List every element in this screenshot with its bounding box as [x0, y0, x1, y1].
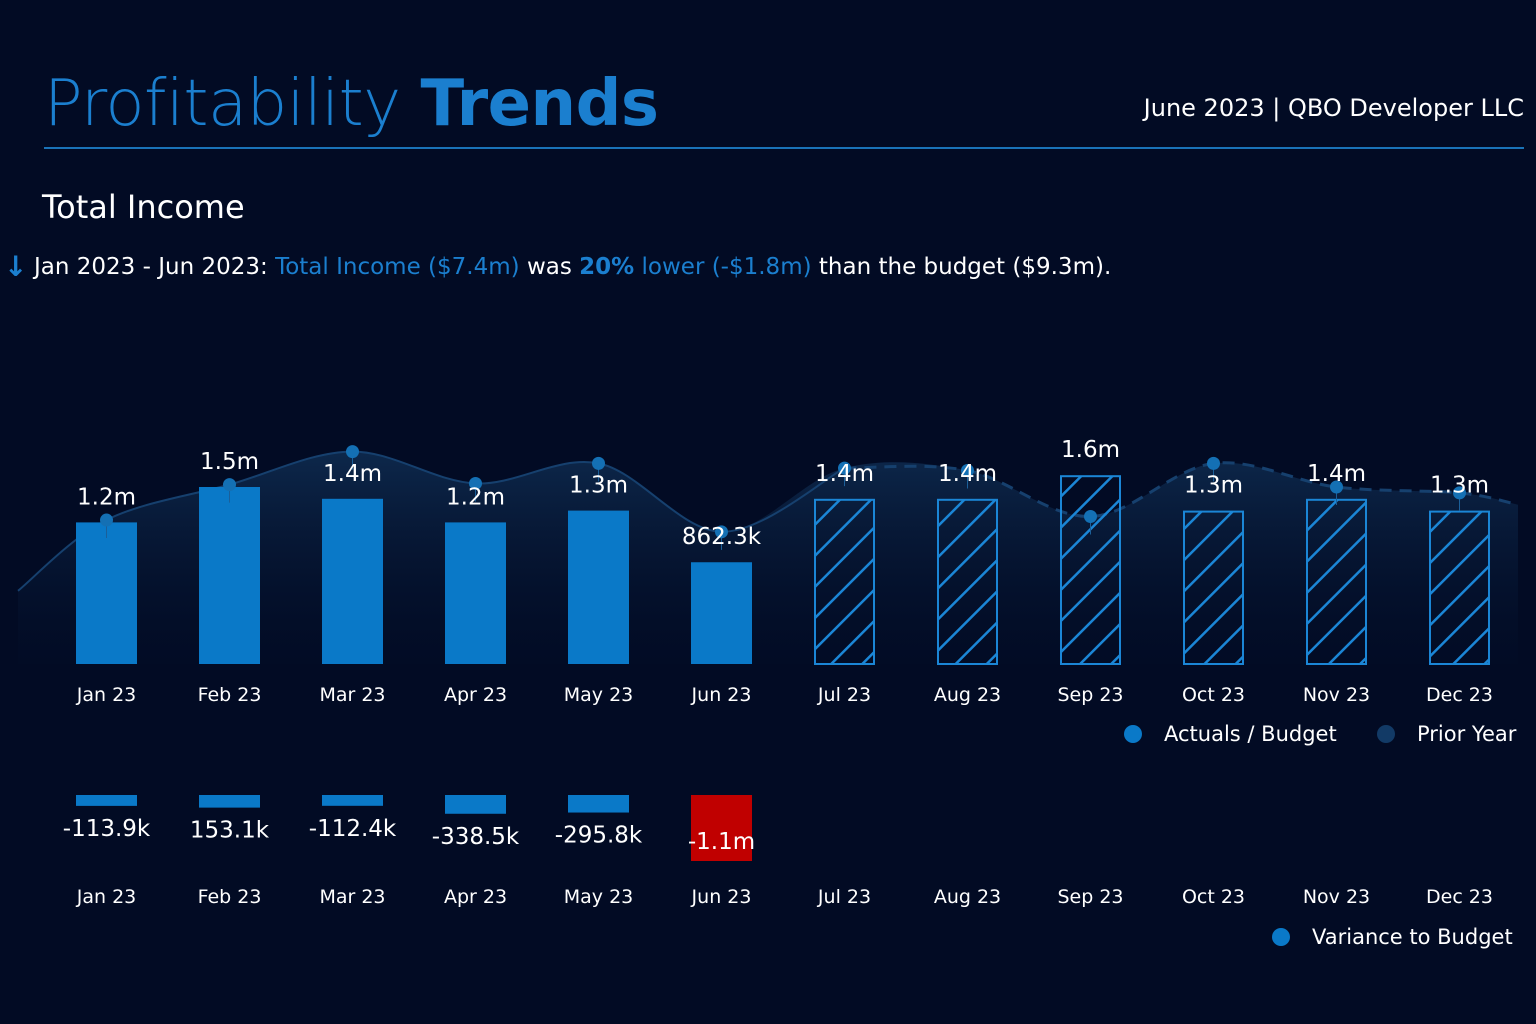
- income-value-label-2: 1.5m: [200, 449, 259, 475]
- income-category-label-3: Mar 23: [319, 684, 385, 706]
- prior-year-point-10: [1207, 456, 1220, 470]
- income-category-label-5: May 23: [564, 684, 634, 706]
- income-category-label-4: Apr 23: [444, 684, 507, 706]
- income-category-label-2: Feb 23: [198, 684, 262, 706]
- variance-value-label-1: -113.9k: [63, 816, 151, 842]
- income-category-label-11: Nov 23: [1303, 684, 1370, 706]
- income-bar-1: [76, 522, 137, 664]
- variance-value-label-5: -295.8k: [555, 823, 643, 849]
- legend-actuals-label: Actuals / Budget: [1164, 722, 1337, 746]
- budget-bar-10: [1183, 510, 1244, 665]
- summary-rest: than the budget ($9.3m).: [818, 253, 1112, 280]
- variance-category-label-9: Sep 23: [1057, 886, 1123, 908]
- variance-value-label-4: -338.5k: [432, 824, 520, 850]
- income-category-label-10: Oct 23: [1182, 684, 1245, 706]
- variance-category-label-1: Jan 23: [76, 886, 137, 908]
- prior-year-point-2: [223, 478, 236, 492]
- income-value-label-5: 1.3m: [569, 473, 628, 499]
- variance-value-label-2: 153.1k: [190, 818, 270, 844]
- prior-year-point-4: [469, 476, 482, 490]
- income-category-label-1: Jan 23: [76, 684, 137, 706]
- prior-year-point-1: [100, 513, 113, 527]
- income-value-label-1: 1.2m: [77, 484, 136, 510]
- legend-prior-year-dot: [1377, 725, 1395, 743]
- variance-category-label-7: Jul 23: [817, 886, 871, 908]
- income-value-label-7: 1.4m: [815, 461, 874, 487]
- variance-bar-2: [199, 795, 260, 808]
- budget-bar-12: [1429, 510, 1490, 665]
- income-category-label-7: Jul 23: [817, 684, 871, 706]
- variance-category-label-2: Feb 23: [198, 886, 262, 908]
- variance-category-label-6: Jun 23: [691, 886, 752, 908]
- variance-category-label-8: Aug 23: [934, 886, 1001, 908]
- income-bar-6: [691, 562, 752, 664]
- legend-actuals-dot: [1124, 725, 1142, 743]
- income-bar-2: [199, 487, 260, 664]
- income-value-label-4: 1.2m: [446, 484, 505, 510]
- legend-actuals-budget: Actuals / Budget: [1124, 722, 1337, 746]
- budget-bar-7: [814, 498, 875, 665]
- income-value-label-9: 1.6m: [1061, 437, 1120, 463]
- legend-variance-dot: [1272, 928, 1290, 946]
- header-divider: [44, 147, 1524, 149]
- variance-category-label-4: Apr 23: [444, 886, 507, 908]
- summary-was: was: [526, 253, 572, 280]
- legend-variance: Variance to Budget: [1272, 925, 1513, 949]
- income-bar-5: [568, 510, 629, 664]
- income-bar-3: [322, 498, 383, 664]
- income-value-label-8: 1.4m: [938, 461, 997, 487]
- variance-category-label-10: Oct 23: [1182, 886, 1245, 908]
- income-bar-4: [445, 522, 506, 664]
- legend-variance-label: Variance to Budget: [1312, 925, 1513, 949]
- legend-prior-year: Prior Year: [1377, 722, 1516, 746]
- variance-bar-4: [445, 795, 506, 814]
- prior-year-area: [18, 451, 1518, 664]
- variance-bar-3: [322, 795, 383, 806]
- income-category-label-12: Dec 23: [1426, 684, 1493, 706]
- variance-category-label-3: Mar 23: [319, 886, 385, 908]
- income-value-label-12: 1.3m: [1430, 473, 1489, 499]
- prior-year-point-9: [1084, 510, 1097, 523]
- income-category-label-8: Aug 23: [934, 684, 1001, 706]
- summary-period: Jan 2023 - Jun 2023:: [34, 253, 268, 280]
- income-category-label-9: Sep 23: [1057, 684, 1123, 706]
- summary-line: ↓ Jan 2023 - Jun 2023: Total Income ($7.…: [4, 250, 1111, 283]
- summary-percent: 20%: [579, 253, 635, 280]
- prior-year-point-11: [1330, 480, 1343, 494]
- summary-direction: lower (-$1.8m): [641, 253, 812, 280]
- report-meta: June 2023 | QBO Developer LLC: [1143, 94, 1524, 122]
- legend-prior-year-label: Prior Year: [1417, 722, 1517, 746]
- prior-year-point-7: [838, 461, 851, 475]
- budget-bar-9: [1060, 475, 1121, 666]
- summary-metric: Total Income ($7.4m): [275, 253, 520, 280]
- budget-bar-11: [1306, 498, 1367, 665]
- variance-bar-6: [691, 795, 752, 861]
- prior-year-point-8: [961, 463, 974, 477]
- page-title: Profitability Trends: [44, 64, 659, 144]
- down-arrow-icon: ↓: [4, 250, 28, 283]
- variance-category-label-12: Dec 23: [1426, 886, 1493, 908]
- prior-year-point-3: [346, 445, 359, 459]
- variance-value-label-3: -112.4k: [309, 816, 397, 842]
- variance-bar-1: [76, 795, 137, 806]
- page-title-bold: Trends: [420, 67, 659, 141]
- section-title: Total Income: [42, 188, 245, 226]
- income-value-label-6: 862.3k: [682, 524, 762, 550]
- income-value-label-3: 1.4m: [323, 461, 382, 487]
- variance-value-label-6: -1.1m: [688, 829, 755, 855]
- income-value-label-11: 1.4m: [1307, 461, 1366, 487]
- income-value-label-10: 1.3m: [1184, 473, 1243, 499]
- variance-category-label-5: May 23: [564, 886, 634, 908]
- income-category-label-6: Jun 23: [691, 684, 752, 706]
- page-title-light: Profitability: [44, 67, 401, 141]
- variance-category-label-11: Nov 23: [1303, 886, 1370, 908]
- prior-year-point-12: [1453, 486, 1466, 500]
- variance-bar-5: [568, 795, 629, 813]
- prior-year-point-5: [592, 456, 605, 470]
- prior-year-point-6: [715, 525, 728, 539]
- budget-bar-8: [937, 498, 998, 665]
